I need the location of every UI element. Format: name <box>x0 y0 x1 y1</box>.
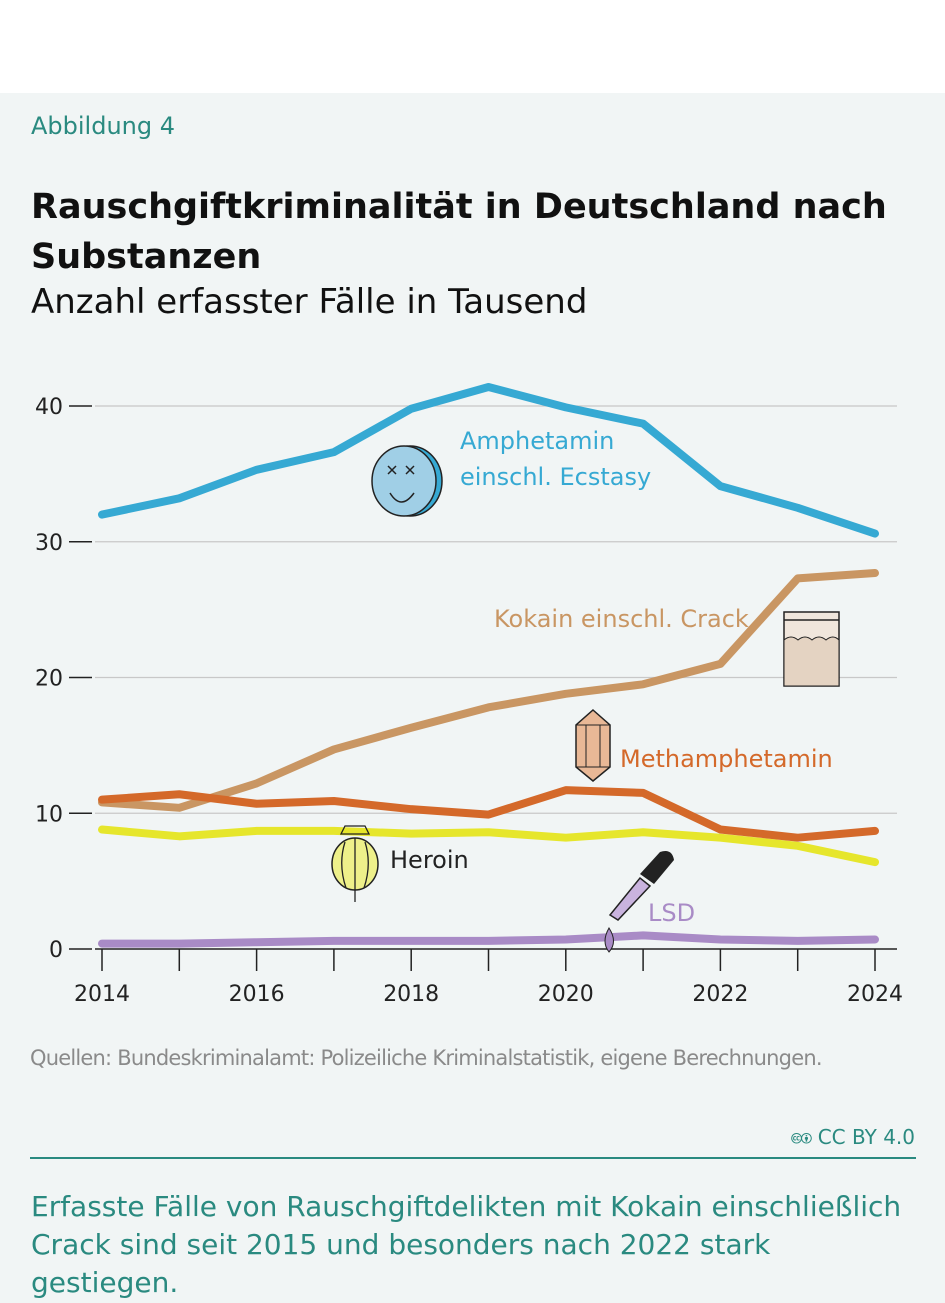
series-label: Methamphetamin <box>620 745 833 773</box>
chart-title: Rauschgiftkriminalität in Deutschland na… <box>31 187 887 277</box>
x-tick-label: 2016 <box>229 982 285 1007</box>
poppy-details <box>339 825 371 902</box>
x-tick-label: 2018 <box>383 982 439 1007</box>
license-badge[interactable]: 🅭🅯 CC BY 4.0 <box>792 1125 915 1149</box>
series-label: LSD <box>648 899 695 927</box>
series-label-line: einschl. Ecstasy <box>460 463 651 491</box>
x-tick-label: 2014 <box>74 982 130 1007</box>
series-label: Heroin <box>390 846 469 874</box>
y-tick-label: 0 <box>49 938 63 963</box>
cc-icon: 🅭🅯 <box>791 1129 812 1148</box>
figure-panel <box>0 93 945 1303</box>
x-tick-label: 2024 <box>847 982 903 1007</box>
crystal-body <box>575 708 611 782</box>
series-label-line: Heroin <box>390 846 469 874</box>
y-tick-label: 20 <box>35 667 63 692</box>
series-label-line: LSD <box>648 899 695 927</box>
crystal-facets <box>576 724 610 768</box>
dropper-bulb <box>640 851 674 884</box>
series-label: Kokain einschl. Crack <box>494 605 749 633</box>
pill-face-details <box>387 465 415 503</box>
chart-subtitle: Anzahl erfasster Fälle in Tausend <box>31 282 588 322</box>
series-line-lsd <box>98 931 879 948</box>
crystal-icon <box>575 708 611 782</box>
x-tick-label: 2020 <box>538 982 594 1007</box>
series-label-line: Kokain einschl. Crack <box>494 605 749 633</box>
series-label-line: Methamphetamin <box>620 745 833 773</box>
series-label-line: Amphetamin <box>460 427 614 455</box>
dropper-glass <box>608 876 652 921</box>
source-note: Quellen: Bundeskriminalamt: Polizeiliche… <box>30 1046 823 1070</box>
series-label: Amphetamin einschl. Ecstasy <box>460 427 651 491</box>
x-tick-label: 2022 <box>692 982 748 1007</box>
y-tick-label: 10 <box>35 802 63 827</box>
pill-icon <box>371 445 443 517</box>
poppy-icon <box>331 825 379 902</box>
line-chart: 0 10 20 30 40 2014 2016 2018 2020 2022 2024 Ampheta… <box>35 382 903 1007</box>
dropper-icon <box>604 851 674 953</box>
divider <box>30 1157 916 1159</box>
caption: Erfasste Fälle von Rauschgiftdelikten mi… <box>31 1190 902 1299</box>
y-tick-label: 30 <box>35 531 63 556</box>
bag-powder <box>783 636 840 687</box>
powder-bag-icon <box>783 611 840 687</box>
pill-face <box>371 445 437 517</box>
y-tick-label: 40 <box>35 395 63 420</box>
license-text: CC BY 4.0 <box>817 1125 915 1149</box>
figure-label: Abbildung 4 <box>31 112 176 140</box>
series-line-amphetamin <box>98 382 879 538</box>
drop <box>604 927 614 953</box>
